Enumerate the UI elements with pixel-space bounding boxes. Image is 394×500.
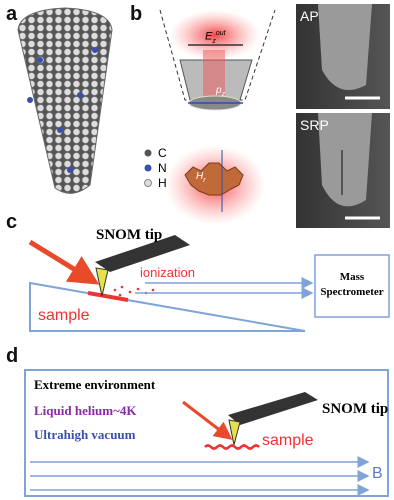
field-label: Ezout <box>205 30 226 45</box>
sem-label: AP <box>300 8 319 24</box>
cantilever <box>95 235 190 272</box>
panel-label: a <box>6 3 18 25</box>
laser <box>28 239 100 285</box>
legend-label: C <box>158 146 167 160</box>
symbol: E <box>205 30 213 43</box>
legend-label: H <box>158 176 167 190</box>
tip <box>95 267 109 297</box>
sample-surface <box>204 444 260 450</box>
laser-glow <box>170 10 260 60</box>
condition: Liquid helium~4K <box>34 403 137 418</box>
nanotube <box>17 7 113 194</box>
symbol: H <box>196 171 204 182</box>
condition: Ultrahigh vacuum <box>34 427 136 442</box>
process-label: ionization <box>140 265 195 280</box>
nanotube-n-atoms <box>27 47 98 173</box>
field-label: B <box>372 465 383 482</box>
sem-tip <box>318 113 372 207</box>
tip-label: SNOM tip <box>322 401 389 417</box>
sem-tip <box>318 4 372 90</box>
detector-label: Mass Spectrometer <box>320 271 384 299</box>
laser <box>182 400 233 440</box>
legend-dot <box>144 149 152 157</box>
tip-label: SNOM tip <box>96 227 163 243</box>
sample-label: sample <box>38 307 90 324</box>
legend-dot <box>144 179 152 187</box>
ions <box>113 285 155 297</box>
cantilever <box>228 392 318 425</box>
mass-spec-box <box>314 254 390 318</box>
subscript: z <box>212 37 216 45</box>
sample-label: sample <box>262 432 314 449</box>
heading: Extreme environment <box>34 377 156 392</box>
magnetic-ring <box>184 162 244 196</box>
subscript: z <box>221 91 226 98</box>
tip <box>228 419 241 446</box>
subscript: r <box>203 177 206 184</box>
symbol: p <box>216 85 222 96</box>
panel-label: b <box>130 3 143 25</box>
sem-label: SRP <box>300 117 329 133</box>
legend-label: N <box>158 161 167 175</box>
panel-label: c <box>6 211 18 233</box>
legend-dot <box>144 164 152 172</box>
magnetic-label: Hr <box>196 171 206 185</box>
sample-spot <box>87 291 129 302</box>
sample-wedge <box>29 281 306 332</box>
environment-box <box>24 369 389 497</box>
superscript: out <box>215 30 226 37</box>
panel-label: d <box>6 345 19 367</box>
dipole-label: pz <box>216 85 226 99</box>
beam <box>203 50 225 105</box>
